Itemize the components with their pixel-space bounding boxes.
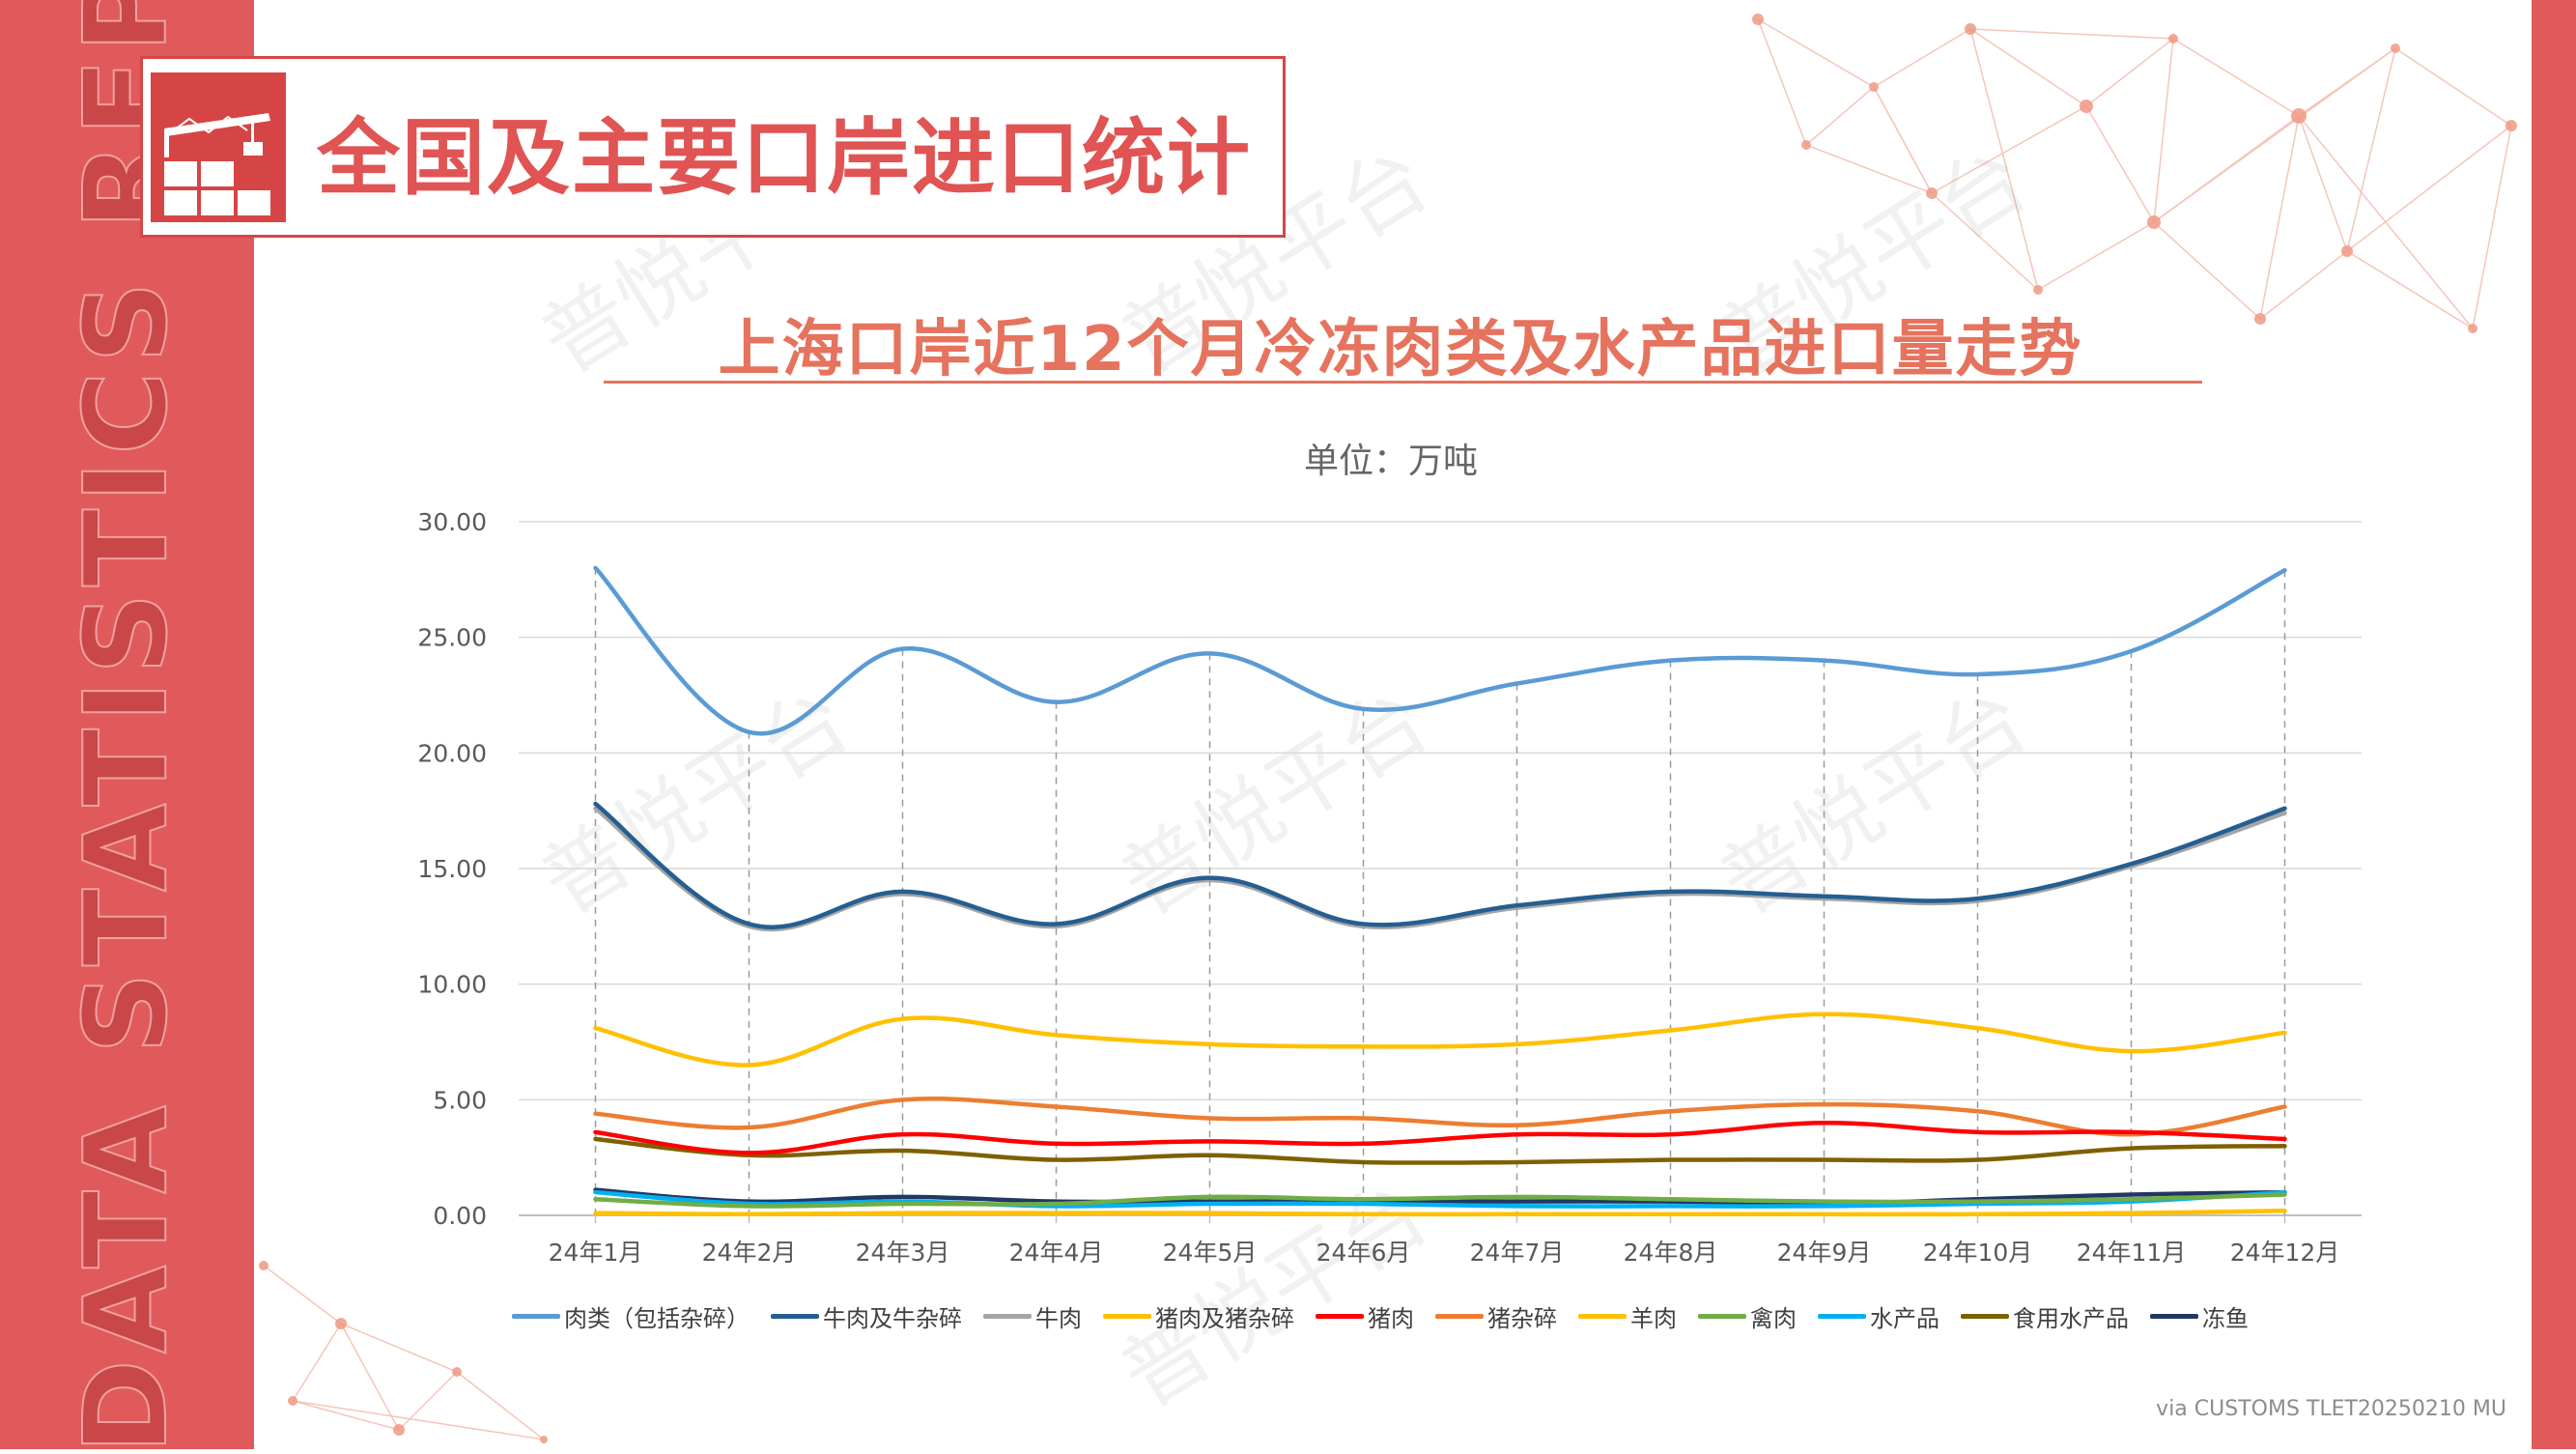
series-line xyxy=(593,565,2287,736)
legend-item: 冻鱼 xyxy=(2150,1299,2249,1333)
legend-swatch xyxy=(983,1313,1032,1319)
x-tick-label: 24年7月 xyxy=(1470,1239,1565,1267)
x-tick-label: 24年12月 xyxy=(2230,1239,2340,1267)
legend-swatch xyxy=(2150,1313,2198,1319)
chart-unit-label: 单位：万吨 xyxy=(1303,442,1478,481)
x-tick-label: 24年8月 xyxy=(1624,1239,1718,1267)
series-line xyxy=(593,1189,2287,1209)
y-tick-label: 0.00 xyxy=(433,1202,487,1230)
series-line xyxy=(593,1192,2287,1209)
legend-item: 羊肉 xyxy=(1578,1299,1677,1333)
series-line xyxy=(593,1121,2287,1155)
legend-item: 水产品 xyxy=(1818,1299,1939,1333)
legend-swatch xyxy=(1578,1313,1627,1319)
y-tick-label: 25.00 xyxy=(417,624,487,652)
series-line xyxy=(593,801,2287,929)
chart-legend: 肉类（包括杂碎） 牛肉及牛杂碎 牛肉 猪肉及猪杂碎 猪肉 猪杂碎 羊肉 禽肉 水产品 食用水产品 冻… xyxy=(512,1297,2347,1335)
series-line xyxy=(593,806,2287,932)
series-line xyxy=(593,1012,2287,1068)
legend-label: 禽肉 xyxy=(1750,1304,1797,1332)
legend-label: 牛肉 xyxy=(1035,1304,1082,1332)
x-tick-label: 24年3月 xyxy=(856,1239,950,1267)
y-tick-label: 10.00 xyxy=(417,971,487,999)
legend-label: 食用水产品 xyxy=(2013,1304,2129,1332)
legend-label: 冻鱼 xyxy=(2202,1304,2249,1332)
left-decorative-band: DATA STATISTICS REPORT xyxy=(0,0,254,1454)
y-tick-label: 30.00 xyxy=(417,508,487,536)
legend-swatch xyxy=(1698,1313,1746,1319)
series-line xyxy=(593,1208,2287,1217)
legend-swatch xyxy=(1103,1313,1151,1319)
legend-label: 猪肉及猪杂碎 xyxy=(1155,1304,1294,1332)
legend-swatch xyxy=(1435,1313,1484,1319)
x-tick-label: 24年6月 xyxy=(1316,1239,1411,1267)
legend-swatch xyxy=(771,1313,819,1319)
x-tick-label: 24年11月 xyxy=(2077,1239,2187,1267)
legend-swatch xyxy=(1818,1313,1866,1319)
series-line xyxy=(593,1136,2287,1165)
x-tick-label: 24年9月 xyxy=(1777,1239,1872,1267)
y-tick-label: 15.00 xyxy=(417,855,487,883)
series-line xyxy=(593,1097,2287,1137)
legend-label: 羊肉 xyxy=(1630,1304,1677,1332)
legend-label: 水产品 xyxy=(1870,1304,1939,1332)
legend-item: 牛肉及牛杂碎 xyxy=(771,1299,962,1333)
legend-item: 肉类（包括杂碎） xyxy=(512,1299,750,1333)
legend-label: 牛肉及牛杂碎 xyxy=(823,1304,962,1332)
section-title-box: 全国及主要口岸进口统计 xyxy=(140,56,1286,238)
legend-label: 肉类（包括杂碎） xyxy=(564,1304,750,1332)
legend-item: 食用水产品 xyxy=(1961,1299,2129,1333)
source-note: via CUSTOMS TLET20250210 MU xyxy=(2156,1397,2506,1421)
series-line xyxy=(593,1187,2287,1207)
y-tick-label: 5.00 xyxy=(433,1086,487,1114)
y-tick-label: 20.00 xyxy=(417,739,487,767)
crane-boxes-icon xyxy=(151,72,286,222)
chart-title: 上海口岸近12个月冷冻肉类及水产品进口量走势 xyxy=(718,314,2083,385)
x-tick-label: 24年2月 xyxy=(702,1239,797,1267)
legend-item: 猪杂碎 xyxy=(1435,1299,1557,1333)
x-tick-label: 24年4月 xyxy=(1009,1239,1104,1267)
legend-label: 猪肉 xyxy=(1368,1304,1414,1332)
legend-label: 猪杂碎 xyxy=(1487,1304,1557,1332)
x-tick-label: 24年10月 xyxy=(1923,1239,2033,1267)
legend-item: 猪肉及猪杂碎 xyxy=(1103,1299,1294,1333)
right-decorative-band xyxy=(2532,0,2576,1449)
x-tick-label: 24年1月 xyxy=(549,1239,643,1267)
x-tick-label: 24年5月 xyxy=(1163,1239,1258,1267)
section-title: 全国及主要口岸进口统计 xyxy=(317,110,1252,207)
legend-swatch xyxy=(1961,1313,2009,1319)
legend-item: 牛肉 xyxy=(983,1299,1082,1333)
legend-swatch xyxy=(1316,1313,1364,1319)
legend-swatch xyxy=(512,1313,560,1319)
legend-item: 猪肉 xyxy=(1316,1299,1414,1333)
chart-title-underline xyxy=(604,381,2202,384)
legend-item: 禽肉 xyxy=(1698,1299,1797,1333)
